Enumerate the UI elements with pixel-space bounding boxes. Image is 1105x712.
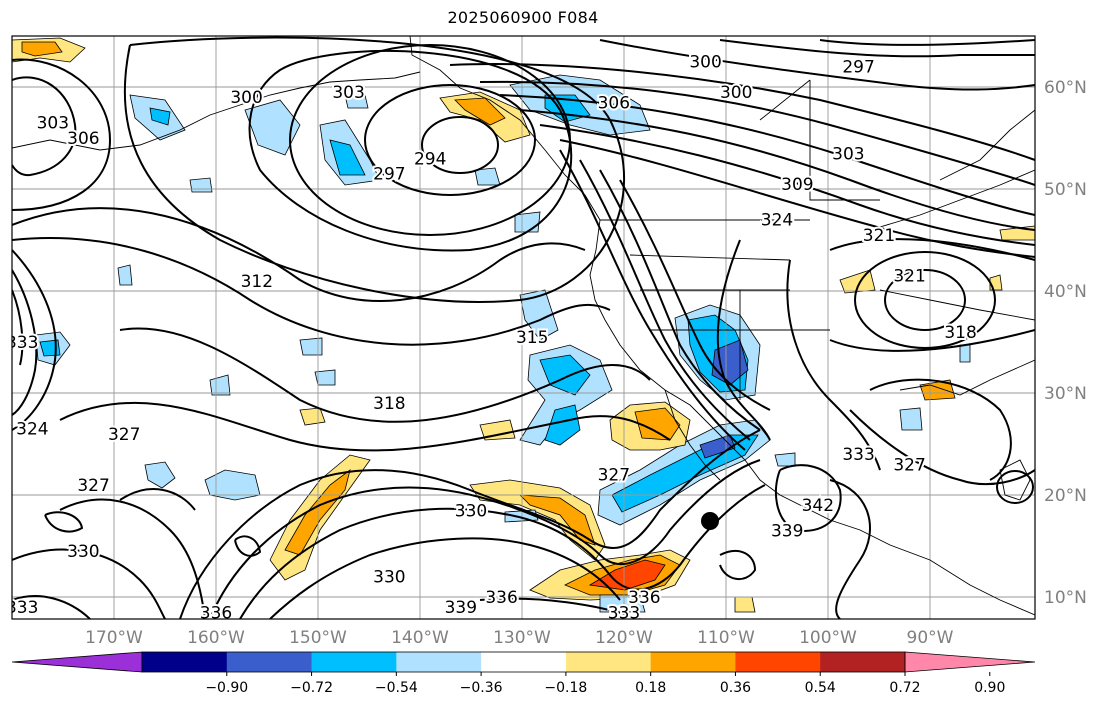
contour-label: 312: [241, 272, 273, 292]
lat-label: 60°N: [1044, 78, 1087, 98]
colorbar-segment: [650, 652, 736, 672]
colorbar: −0.90 −0.72 −0.54 −0.36 −0.18 0.18 0.36 0.54 0.7…: [11, 651, 1036, 696]
lat-label: 50°N: [1044, 180, 1087, 200]
lon-label: 140°W: [391, 628, 449, 648]
contour-label: 303: [332, 83, 364, 103]
contour-label: 327: [108, 425, 140, 445]
colorbar-tick-label: 0.90: [974, 680, 1005, 696]
contour-label: 297: [373, 165, 405, 185]
marker-dot: [701, 512, 719, 530]
contour-label: 339: [771, 522, 803, 542]
contour-label: 333: [6, 333, 38, 353]
colorbar-tick-label: −0.90: [205, 680, 248, 696]
contour-label: 300: [230, 88, 262, 108]
colorbar-segment: [226, 652, 313, 672]
contour-label: 321: [893, 267, 925, 287]
colorbar-segment: [820, 652, 906, 672]
contour-label: 327: [598, 466, 630, 486]
colorbar-outline: [141, 651, 906, 673]
contour-label: 321: [863, 226, 895, 246]
colorbar-segment: [396, 652, 482, 672]
lon-label: 160°W: [187, 628, 245, 648]
lon-label: 130°W: [493, 628, 551, 648]
lat-label: 20°N: [1044, 486, 1087, 506]
lon-label: 90°W: [907, 628, 954, 648]
contour-label: 297: [842, 58, 874, 78]
contour-label: 330: [67, 542, 99, 562]
contour-label: 342: [802, 496, 834, 516]
lat-label: 40°N: [1044, 282, 1087, 302]
colorbar-tick-label: −0.36: [460, 680, 503, 696]
lon-label: 100°W: [799, 628, 857, 648]
contour-label: 330: [373, 568, 405, 588]
lon-label: 150°W: [289, 628, 347, 648]
colorbar-tick-label: −0.18: [544, 680, 587, 696]
longitude-labels: 170°W 160°W 150°W 140°W 130°W 120°W 110°…: [85, 628, 954, 648]
lon-label: 170°W: [85, 628, 143, 648]
contour-label: 327: [77, 476, 109, 496]
contour-label: 309: [781, 175, 813, 195]
contour-label: 300: [720, 83, 752, 103]
contour-label: 294: [414, 149, 446, 169]
lat-label: 30°N: [1044, 384, 1087, 404]
contour-label: 324: [761, 211, 793, 231]
contour-label: 306: [598, 93, 630, 113]
colorbar-tick-label: −0.72: [290, 680, 333, 696]
colorbar-segment: [311, 652, 397, 672]
colorbar-segment: [481, 652, 567, 672]
contour-label: 303: [37, 114, 69, 134]
lon-label: 120°W: [595, 628, 653, 648]
colorbar-tick-label: 0.36: [720, 680, 751, 696]
contour-label: 306: [67, 129, 99, 149]
colorbar-tick-label: −0.54: [375, 680, 418, 696]
contour-label: 330: [455, 501, 487, 521]
contour-label: 336: [485, 588, 517, 608]
contour-label: 324: [16, 420, 48, 440]
contour-label: 336: [628, 588, 660, 608]
contour-label: 318: [373, 394, 405, 414]
contour-label: 333: [608, 603, 640, 623]
contour-label: 300: [689, 53, 721, 73]
colorbar-extend-high: [904, 651, 1036, 673]
colorbar-tick-label: 0.18: [635, 680, 666, 696]
map-border: [11, 35, 1036, 620]
colorbar-segment: [142, 652, 228, 672]
colorbar-extend-low: [11, 651, 143, 673]
contour-label: 339: [445, 598, 477, 618]
height-contours: [12, 36, 1035, 619]
colorbar-tick-label: 0.72: [889, 680, 920, 696]
contour-label: 336: [200, 603, 232, 623]
colorbar-segment: [565, 652, 652, 672]
contour-label: 333: [6, 598, 38, 618]
latitude-labels: 60°N 50°N 40°N 30°N 20°N 10°N: [1044, 78, 1087, 608]
map-title: 2025060900 F084: [447, 8, 599, 27]
contour-label: 333: [842, 445, 874, 465]
contour-label: 318: [944, 323, 976, 343]
lat-label: 10°N: [1044, 588, 1087, 608]
colorbar-tick-label: 0.54: [805, 680, 836, 696]
contour-label: 303: [832, 144, 864, 164]
contour-label: 315: [516, 328, 548, 348]
colorbar-segment: [735, 652, 821, 672]
contour-label: 327: [893, 455, 925, 475]
lon-label: 110°W: [697, 628, 755, 648]
